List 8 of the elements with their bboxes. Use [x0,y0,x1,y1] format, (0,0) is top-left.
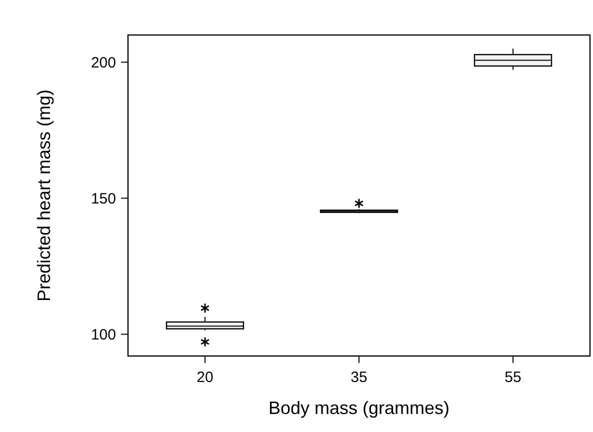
x-axis-title: Body mass (grammes) [268,398,450,418]
x-tick-label: 55 [504,369,522,386]
x-tick-label: 20 [196,369,214,386]
y-tick-label: 100 [90,326,116,344]
y-tick-label: 200 [90,54,116,72]
y-tick-label: 150 [90,190,116,208]
x-tick-label: 35 [350,369,368,386]
y-axis-title: Predicted heart mass (mg) [34,89,54,302]
